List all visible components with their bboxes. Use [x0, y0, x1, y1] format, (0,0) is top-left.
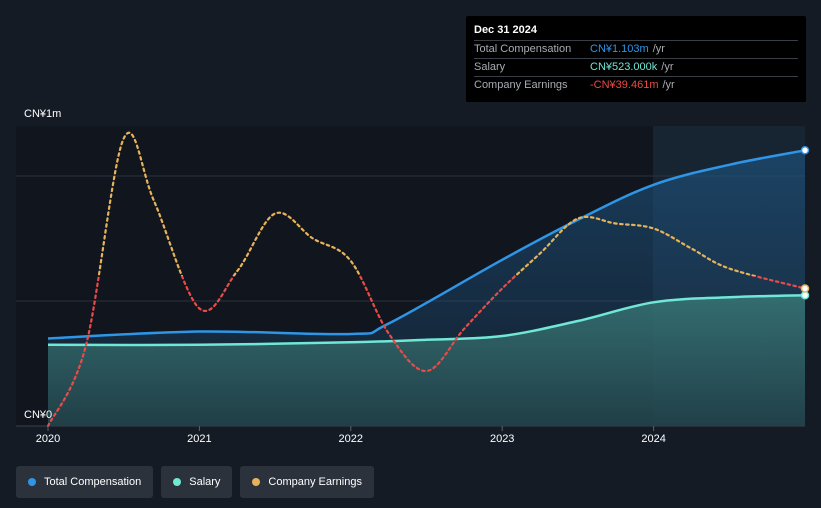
tooltip-panel: Dec 31 2024 Total Compensation CN¥1.103m…	[466, 16, 806, 102]
company-earnings-end-marker	[800, 284, 810, 293]
series-lines	[46, 131, 807, 428]
tooltip-label: Total Compensation	[474, 43, 572, 55]
legend-item-total-compensation[interactable]: Total Compensation	[16, 466, 154, 498]
tooltip-value: -CN¥39.461m	[590, 79, 659, 91]
total-compensation-line	[47, 149, 806, 340]
y-tick-label-zero: CN¥0	[24, 409, 52, 421]
tooltip-label: Salary	[474, 61, 506, 73]
tooltip-row-salary: Salary CN¥523.000k /yr	[474, 58, 798, 76]
tooltip-unit: /yr	[662, 79, 675, 91]
legend-item-salary[interactable]: Salary	[161, 466, 233, 498]
legend-label: Salary	[189, 476, 221, 488]
legend-label: Company Earnings	[268, 476, 362, 488]
tooltip-unit: /yr	[661, 61, 674, 73]
salary-area	[48, 295, 805, 426]
legend-dot-icon	[28, 478, 36, 486]
y-axis: CN¥1m CN¥0	[24, 108, 61, 421]
chart-legend: Total Compensation Salary Company Earnin…	[16, 466, 374, 498]
area-fills	[48, 150, 805, 427]
tooltip-date: Dec 31 2024	[474, 24, 537, 36]
tooltip-value: CN¥523.000k	[590, 61, 658, 73]
x-tick-label: 2023	[490, 433, 514, 445]
x-tick-label: 2022	[339, 433, 363, 445]
y-tick-label-top: CN¥1m	[24, 108, 61, 120]
x-tick-label: 2024	[641, 433, 665, 445]
tooltip-value: CN¥1.103m	[590, 43, 649, 55]
company-earnings-line-negative	[46, 276, 807, 428]
tooltip-row-company-earnings: Company Earnings -CN¥39.461m /yr	[474, 76, 798, 94]
company-earnings-line-positive	[97, 131, 760, 276]
salary-line	[47, 294, 806, 347]
legend-dot-icon	[252, 478, 261, 486]
tooltip-row-total-compensation: Total Compensation CN¥1.103m /yr	[474, 40, 798, 58]
salary-end-marker	[800, 291, 810, 300]
end-markers	[800, 146, 810, 300]
tooltip-unit: /yr	[652, 43, 665, 55]
x-tick-label: 2020	[36, 433, 60, 445]
tooltip-label: Company Earnings	[474, 79, 568, 91]
legend-item-company-earnings[interactable]: Company Earnings	[240, 466, 374, 498]
x-axis: 2020 2021 2022 2023 2024	[36, 426, 666, 445]
legend-dot-icon	[173, 478, 182, 486]
x-tick-label: 2021	[187, 433, 211, 445]
legend-label: Total Compensation	[44, 476, 142, 488]
total-compensation-end-marker	[800, 146, 810, 155]
